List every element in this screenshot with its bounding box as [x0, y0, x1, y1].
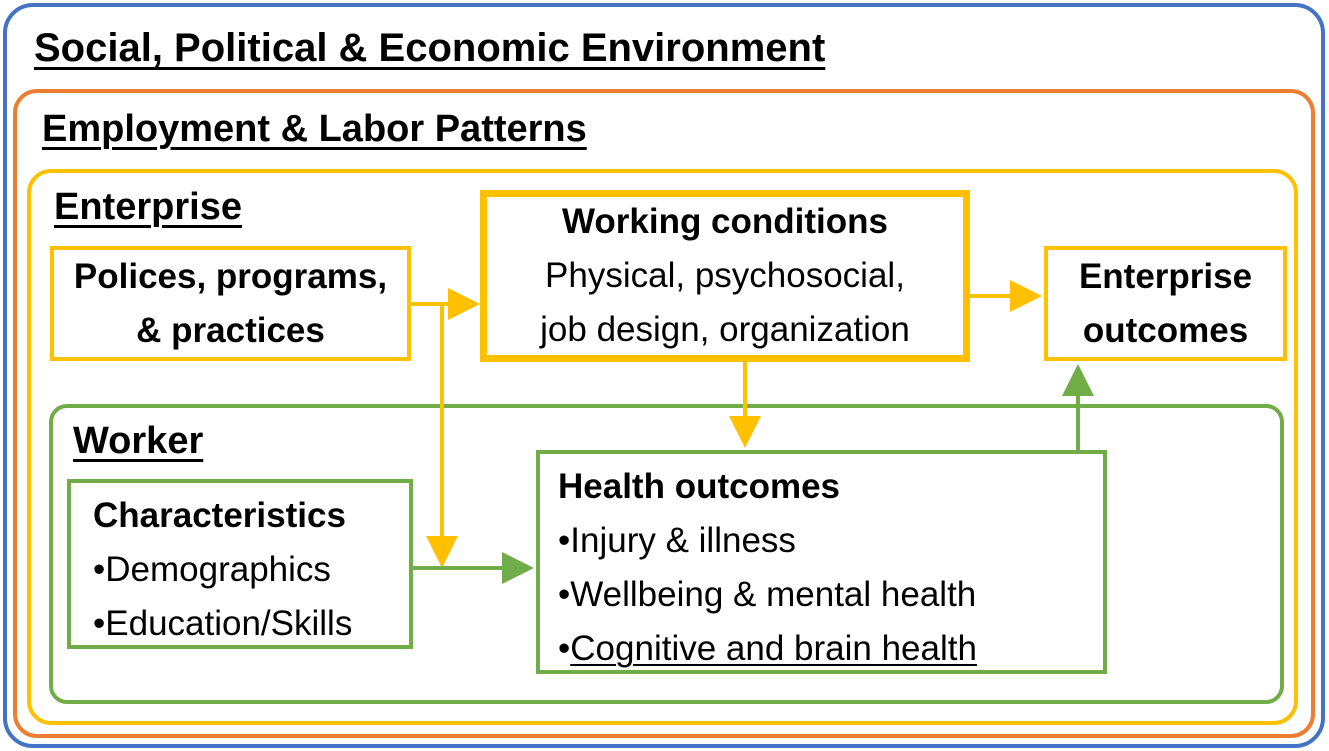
working-conditions-title: Working conditions	[561, 202, 888, 241]
policies-line-1: Polices, programs,	[73, 256, 388, 296]
health-outcomes-title: Health outcomes	[558, 467, 840, 506]
characteristics-box: Characteristics •Demographics •Education…	[67, 479, 413, 649]
working-conditions-line-2: job design, organization	[540, 310, 910, 349]
health-wellbeing-mental: Wellbeing & mental health	[570, 575, 977, 614]
list-item: •Cognitive and brain health	[558, 622, 1103, 676]
characteristic-education-skills: Education/Skills	[105, 604, 353, 643]
working-conditions-box: Working conditions Physical, psychosocia…	[480, 190, 970, 362]
bullet: •	[558, 521, 571, 560]
bullet: •	[93, 604, 106, 643]
bullet: •	[558, 575, 571, 614]
enterprise-outcomes-line-2: outcomes	[1082, 310, 1249, 350]
bullet: •	[558, 629, 571, 668]
enterprise-outcomes-line-1: Enterprise	[1078, 256, 1253, 296]
list-item: •Education/Skills	[93, 597, 409, 651]
bullet: •	[93, 550, 106, 589]
social-political-economic-frame	[3, 3, 1325, 748]
employment-heading: Employment & Labor Patterns	[42, 108, 587, 150]
health-injury-illness: Injury & illness	[570, 521, 796, 560]
list-item: •Demographics	[93, 543, 409, 597]
health-cognitive-brain: Cognitive and brain health	[570, 629, 977, 668]
list-item: •Injury & illness	[558, 514, 1103, 568]
policies-programs-box: Polices, programs, & practices	[50, 246, 411, 361]
health-outcomes-box: Health outcomes •Injury & illness •Wellb…	[536, 450, 1107, 674]
policies-line-2: & practices	[136, 310, 325, 350]
list-item: •Wellbeing & mental health	[558, 568, 1103, 622]
worker-frame	[49, 404, 1284, 704]
enterprise-frame	[27, 169, 1298, 725]
working-conditions-line-1: Physical, psychosocial,	[545, 256, 905, 295]
characteristic-demographics: Demographics	[105, 550, 331, 589]
worker-heading: Worker	[73, 420, 204, 462]
social-heading: Social, Political & Economic Environment	[34, 26, 826, 70]
enterprise-heading: Enterprise	[54, 186, 242, 228]
enterprise-outcomes-box: Enterprise outcomes	[1044, 246, 1287, 361]
characteristics-title: Characteristics	[93, 496, 346, 535]
employment-labor-frame	[13, 89, 1315, 738]
